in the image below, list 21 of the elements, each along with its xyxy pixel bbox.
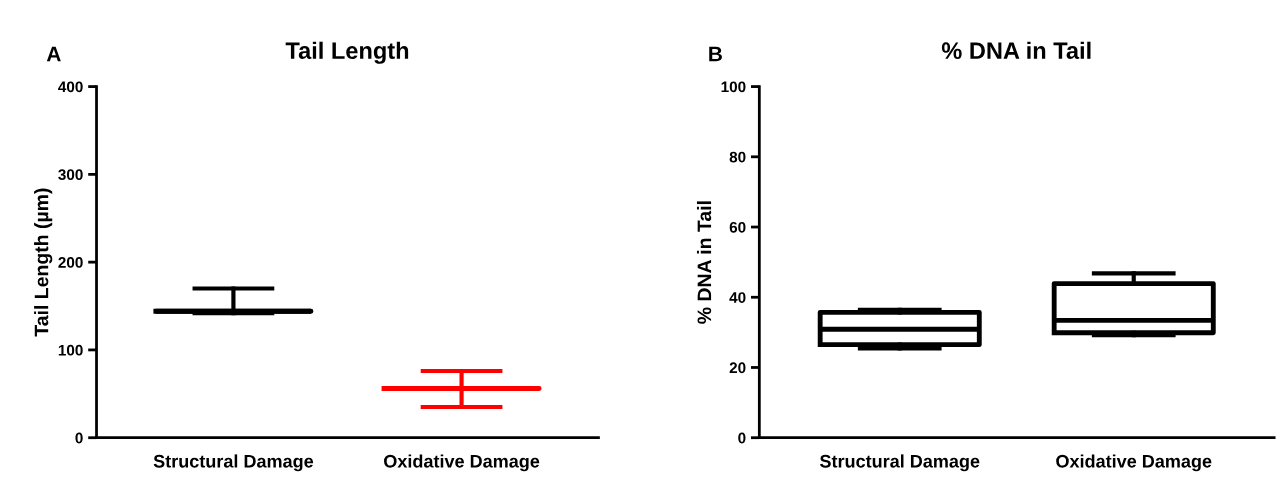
y-tick-label: 40 bbox=[729, 292, 746, 303]
y-axis-title: Tail Length (µm) bbox=[34, 188, 53, 337]
y-tick-label: 0 bbox=[738, 432, 746, 444]
y-tick-label: 20 bbox=[729, 362, 746, 374]
y-tick-label: 0 bbox=[75, 432, 83, 444]
x-tick-label: Oxidative Damage bbox=[384, 454, 540, 472]
y-axis-title: % DNA in Tail bbox=[696, 201, 712, 324]
text: A bbox=[46, 46, 61, 62]
x-tick-label: Oxidative Damage bbox=[1056, 454, 1212, 472]
y-tick-label: 80 bbox=[729, 151, 746, 163]
y-tick-label: 300 bbox=[58, 169, 83, 181]
y-tick-label: 100 bbox=[721, 81, 746, 93]
y-tick-label: 200 bbox=[58, 257, 83, 268]
chart-title: % DNA in Tail bbox=[941, 41, 1091, 60]
x-tick-label: Structural Damage bbox=[819, 454, 980, 472]
y-tick-label: 400 bbox=[58, 81, 83, 93]
x-tick-label: Structural Damage bbox=[153, 454, 314, 472]
text: B bbox=[709, 46, 722, 62]
y-tick-label: 100 bbox=[58, 344, 83, 356]
y-tick-label: 60 bbox=[729, 221, 746, 233]
chart-title: Tail Length bbox=[285, 41, 409, 64]
